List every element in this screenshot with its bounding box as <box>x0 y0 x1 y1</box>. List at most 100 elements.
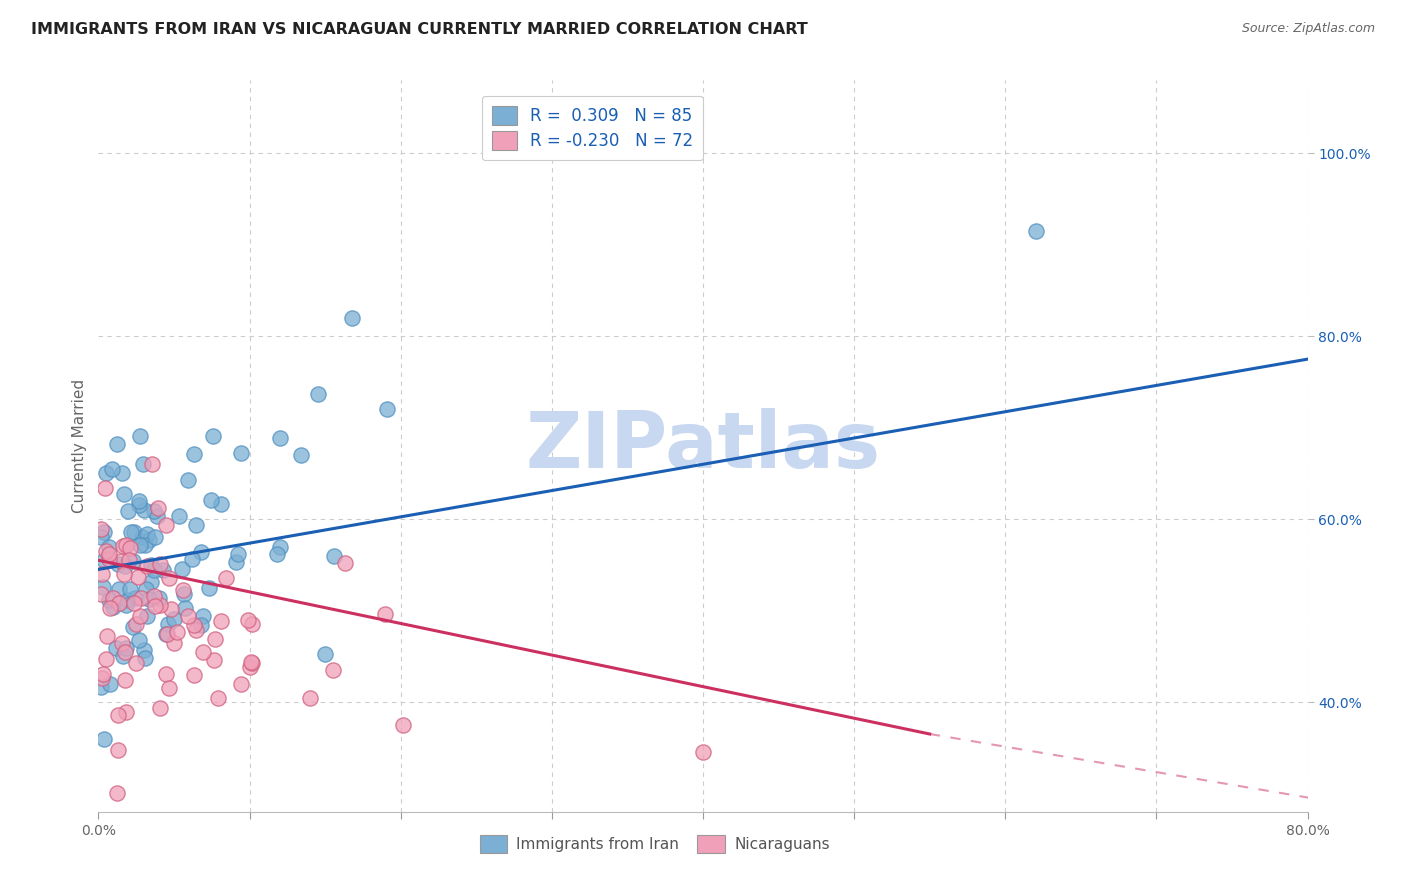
Point <box>174 601 197 615</box>
Point <box>124 591 146 606</box>
Point <box>107 582 129 596</box>
Point <box>207 691 229 706</box>
Point <box>193 609 215 624</box>
Point <box>122 596 145 610</box>
Point <box>128 429 150 443</box>
Point <box>98 540 121 554</box>
Point <box>149 598 172 612</box>
Point <box>266 547 288 561</box>
Point <box>180 551 202 566</box>
Point <box>155 626 177 640</box>
Point <box>131 530 153 544</box>
Point <box>98 552 121 566</box>
Point <box>157 681 180 695</box>
Point <box>225 555 247 569</box>
Point <box>155 518 177 533</box>
Text: Source: ZipAtlas.com: Source: ZipAtlas.com <box>1241 22 1375 36</box>
Point <box>375 402 398 417</box>
Point <box>183 618 205 632</box>
Point <box>101 591 124 606</box>
Point <box>129 609 152 624</box>
Point <box>201 429 224 443</box>
Point <box>1024 224 1046 238</box>
Point <box>114 706 136 720</box>
Point <box>173 587 195 601</box>
Point <box>129 591 152 606</box>
Point <box>298 691 321 706</box>
Point <box>156 626 179 640</box>
Point <box>103 599 125 614</box>
Point <box>184 518 207 533</box>
Point <box>163 611 186 625</box>
Point <box>118 553 141 567</box>
Point <box>115 599 138 613</box>
Point <box>91 666 114 681</box>
Point <box>156 616 179 631</box>
Point <box>118 541 141 555</box>
Point <box>160 601 183 615</box>
Point <box>132 643 155 657</box>
Point <box>115 593 138 607</box>
Point <box>90 530 112 544</box>
Point <box>149 701 172 715</box>
Point <box>96 629 118 643</box>
Point <box>112 486 135 500</box>
Point <box>236 614 259 628</box>
Point <box>198 581 221 595</box>
Point <box>120 525 142 540</box>
Point <box>269 431 291 445</box>
Point <box>93 731 115 746</box>
Point <box>157 571 180 585</box>
Point <box>307 387 329 401</box>
Point <box>183 668 205 682</box>
Point <box>105 437 128 451</box>
Point <box>132 457 155 471</box>
Point <box>134 538 156 552</box>
Point <box>98 547 121 561</box>
Point <box>93 553 115 567</box>
Point <box>229 676 252 690</box>
Point <box>169 508 191 523</box>
Point <box>215 571 238 585</box>
Point <box>240 657 263 671</box>
Point <box>143 599 166 614</box>
Point <box>190 545 212 559</box>
Point <box>128 498 150 512</box>
Point <box>117 504 139 518</box>
Point <box>149 557 172 571</box>
Point <box>90 522 112 536</box>
Point <box>115 640 138 655</box>
Point <box>374 607 396 622</box>
Point <box>90 586 112 600</box>
Point <box>141 457 163 471</box>
Point <box>107 596 129 610</box>
Point <box>139 558 162 572</box>
Point <box>114 558 136 573</box>
Point <box>136 558 159 573</box>
Point <box>91 580 114 594</box>
Point <box>138 533 160 547</box>
Point <box>155 666 177 681</box>
Text: ZIPatlas: ZIPatlas <box>526 408 880 484</box>
Point <box>105 787 128 801</box>
Point <box>94 481 117 495</box>
Point <box>114 673 136 687</box>
Point <box>128 633 150 648</box>
Point <box>129 538 152 552</box>
Point <box>135 608 157 623</box>
Point <box>229 446 252 460</box>
Point <box>94 466 117 480</box>
Point <box>107 743 129 757</box>
Point <box>125 656 148 670</box>
Point <box>239 660 262 674</box>
Point <box>183 447 205 461</box>
Point <box>136 526 159 541</box>
Point <box>122 524 145 539</box>
Point <box>163 636 186 650</box>
Point <box>340 311 363 326</box>
Point <box>93 524 115 539</box>
Point <box>121 554 143 568</box>
Point <box>94 651 117 665</box>
Point <box>392 718 415 732</box>
Point <box>138 592 160 607</box>
